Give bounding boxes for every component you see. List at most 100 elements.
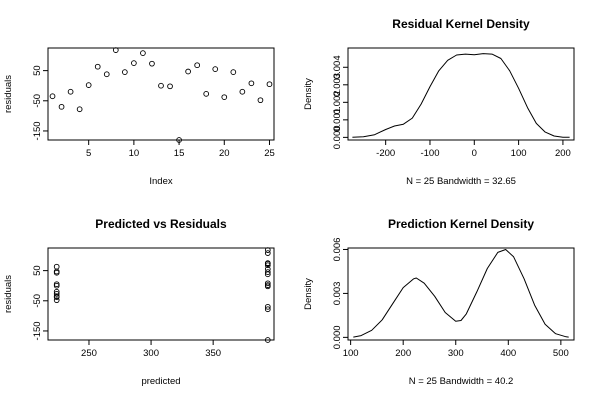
y-tick-label: -50 [32,94,43,108]
data-point [230,69,237,75]
panel-prediction-kernel-density: 100 200 300 400 500 0.000 0.003 0.006 Predictio… [303,217,575,387]
y-tick-label: 0.000 [332,125,343,149]
data-point [185,68,191,75]
data-point [264,337,271,343]
x-tick-label: 10 [129,148,140,159]
y-axis-label: residuals [3,275,14,313]
density-curve [353,249,569,338]
data-point [53,263,60,270]
data-point [264,250,271,256]
data-point [167,83,173,90]
y-tick-label: 0.003 [332,73,343,97]
y-axis-label: residuals [3,75,14,113]
data-points [49,47,273,143]
y-tick-label: -150 [32,321,43,340]
x-tick-label: -200 [376,148,395,159]
x-tick-label: 15 [174,148,185,159]
x-tick-label: 500 [553,348,569,359]
x-tick-label: 200 [395,348,411,359]
panel-residuals-by-index: 5 10 15 20 25 -150 -50 50 Index residuals [3,47,275,187]
x-tick-label: 350 [205,348,221,359]
data-points [53,247,271,343]
data-series [352,53,570,138]
data-point [94,63,101,70]
data-point [149,60,155,67]
data-point [264,269,271,275]
data-point [76,106,83,113]
x-tick-label: 0 [472,148,477,159]
data-point [264,247,271,253]
data-point [203,90,210,97]
y-tick-label: 0.004 [332,55,343,79]
data-point [221,94,228,101]
chart-title: Residual Kernel Density [392,17,530,31]
y-tick-label: 0.000 [332,325,343,349]
data-point [121,69,128,75]
data-point [239,88,246,95]
axis-ticks: 250 300 350 -150 -50 50 [32,265,221,359]
chart-title: Predicted vs Residuals [95,217,227,231]
x-tick-label: 20 [219,148,230,159]
data-point [264,271,271,278]
plot-frame [347,47,575,141]
x-tick-label: 25 [264,148,275,159]
data-point [85,82,92,88]
x-tick-label: 5 [86,148,91,159]
data-point [131,60,137,66]
data-point [53,282,60,289]
axis-ticks: 5 10 15 20 25 -150 -50 50 [32,65,275,159]
x-tick-label: 250 [81,348,97,359]
plot-frame [347,247,575,341]
x-axis-label: Index [149,176,172,187]
x-axis-label: N = 25 Bandwidth = 40.2 [409,376,514,387]
data-point [53,297,60,304]
data-point [158,82,164,89]
panel-residual-kernel-density: -200 -100 0 100 200 0.0000.0010.0020.0030.004… [303,17,575,187]
x-tick-label: -100 [420,148,439,159]
y-tick-label: 50 [32,265,43,276]
x-tick-label: 300 [448,348,464,359]
data-point [53,294,60,301]
data-point [257,97,264,104]
y-tick-label: 0.002 [332,90,343,114]
data-point [194,62,201,69]
data-point [58,103,65,110]
data-point [112,47,119,53]
data-point [264,303,271,310]
y-axis-label: Density [303,278,314,310]
x-tick-label: 300 [143,348,159,359]
x-axis-label: N = 25 Bandwidth = 32.65 [406,176,516,187]
data-point [53,290,60,297]
x-tick-label: 100 [511,148,527,159]
y-tick-label: 0.006 [332,238,343,262]
y-tick-label: -50 [32,294,43,308]
axis-ticks: 100 200 300 400 500 0.000 0.003 0.006 [332,238,569,359]
y-tick-label: 0.003 [332,282,343,306]
data-point [212,66,219,72]
data-series [353,249,569,338]
data-point [264,280,271,287]
y-tick-label: 0.001 [332,108,343,132]
y-axis-label: Density [303,78,314,110]
data-point [264,262,271,269]
plot-frame [47,47,275,141]
y-tick-label: -150 [32,121,43,140]
plot-frame [47,247,275,341]
data-point [49,93,56,100]
data-point [266,81,273,88]
data-point [53,269,60,276]
data-point [248,80,255,87]
data-point [103,71,110,78]
data-point [176,137,182,143]
panel-predicted-vs-residuals: 250 300 350 -150 -50 50 Predicted vs Residual… [3,217,275,387]
data-point [264,306,271,313]
chart-title: Prediction Kernel Density [388,217,534,231]
density-curve [352,53,570,138]
x-tick-label: 100 [343,348,359,359]
data-point [67,88,74,95]
x-tick-label: 200 [555,148,571,159]
data-point [264,283,271,290]
x-tick-label: 400 [500,348,516,359]
